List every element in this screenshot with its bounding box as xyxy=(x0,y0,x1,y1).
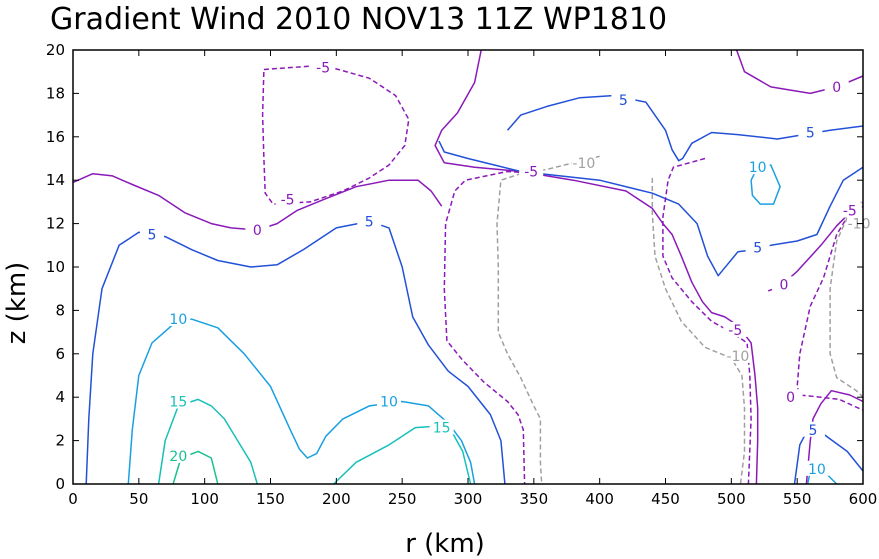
contour-line-neg5-16 xyxy=(443,170,544,485)
contour-label-bg xyxy=(837,202,862,218)
x-tick-label: 450 xyxy=(651,490,680,508)
contour-line-10-10 xyxy=(127,318,476,485)
contour-label: 5 xyxy=(365,214,374,230)
contour-label-bg xyxy=(824,78,849,94)
contour-label: 0 xyxy=(786,390,795,406)
contour-label-bg xyxy=(798,124,823,140)
contour-label-bg xyxy=(772,276,796,292)
contour-line-neg5-0 xyxy=(261,64,410,205)
contour-label: -10 xyxy=(848,217,871,233)
contour-label: 15 xyxy=(433,421,451,437)
contour-label: 5 xyxy=(619,93,628,109)
x-tick-label: 500 xyxy=(717,490,746,508)
y-tick-label: 20 xyxy=(46,41,65,59)
contour-label-bg xyxy=(377,393,401,409)
contour-line-15-13 xyxy=(157,398,259,485)
x-tick-label: 400 xyxy=(585,490,614,508)
contour-label: 10 xyxy=(169,312,187,328)
contour-label-bg xyxy=(357,213,382,229)
contour-label: -5 xyxy=(524,165,538,181)
contour-label: -5 xyxy=(281,193,295,209)
contour-line-neg5-17 xyxy=(662,157,752,485)
x-axis: 0 50 100 150 200 250 300 350 400 450 500 550 600 xyxy=(68,50,877,508)
contour-label: -10 xyxy=(726,349,749,365)
contour-line-5-6 xyxy=(85,220,506,485)
contour-label-bg xyxy=(429,419,454,435)
contour-label: 5 xyxy=(753,240,762,256)
contour-labels: -5-505550510-5-1050-5-1010101515200510-5… xyxy=(140,59,872,478)
contour-label: 15 xyxy=(169,395,187,411)
contour-label-bg xyxy=(311,59,336,75)
contour-line-0-1 xyxy=(72,172,443,231)
y-axis-title: z (km) xyxy=(2,262,32,345)
contour-label: 10 xyxy=(380,395,398,411)
x-tick-label: 300 xyxy=(454,490,483,508)
x-tick-label: 350 xyxy=(520,490,549,508)
x-axis-title: r (km) xyxy=(405,529,485,559)
contour-label-bg xyxy=(245,222,270,238)
contour-label: 5 xyxy=(806,125,815,141)
contour-label-bg xyxy=(275,191,300,207)
x-tick-label: 100 xyxy=(190,490,219,508)
y-tick-label: 4 xyxy=(55,388,65,406)
contour-label: 5 xyxy=(148,227,157,243)
contour-label-bg xyxy=(611,91,636,107)
contour-label: 0 xyxy=(253,223,262,239)
contour-label: 0 xyxy=(832,80,841,96)
contour-label-bg xyxy=(725,347,750,363)
contour-label-bg xyxy=(800,421,825,437)
contour-line-15-14 xyxy=(333,424,472,485)
contour-line-5-8 xyxy=(438,140,864,277)
x-tick-label: 200 xyxy=(322,490,351,508)
y-tick-label: 8 xyxy=(55,301,65,319)
contour-label: -5 xyxy=(316,60,330,76)
contour-line-neg5-18 xyxy=(796,205,864,411)
contour-label: 5 xyxy=(809,423,818,439)
contour-label-bg xyxy=(804,460,829,476)
y-tick-label: 0 xyxy=(55,475,65,493)
contour-label-bg xyxy=(723,321,748,337)
contour-line-0-2 xyxy=(434,49,759,485)
contour-label: 10 xyxy=(808,462,826,478)
y-tick-label: 16 xyxy=(46,128,65,146)
contour-line-0-4 xyxy=(805,389,864,485)
x-tick-label: 0 xyxy=(68,490,78,508)
contour-label: -5 xyxy=(728,323,742,339)
x-tick-label: 150 xyxy=(256,490,285,508)
y-tick-label: 18 xyxy=(46,84,65,102)
contour-line-20-15 xyxy=(172,450,219,485)
contour-label: 20 xyxy=(169,449,187,465)
contour-label: -10 xyxy=(572,156,595,172)
contour-label-bg xyxy=(166,393,191,409)
contour-label-bg xyxy=(745,239,770,255)
contour-line-neg10-19 xyxy=(496,155,600,485)
contour-label-bg xyxy=(166,311,191,327)
chart-title: Gradient Wind 2010 NOV13 11Z WP1810 xyxy=(50,2,667,37)
contour-lines xyxy=(72,49,864,485)
y-tick-label: 6 xyxy=(55,345,65,363)
contour-label: 10 xyxy=(749,160,767,176)
x-tick-label: 250 xyxy=(388,490,417,508)
contour-label-bg xyxy=(140,226,164,242)
contour-label-bg xyxy=(519,163,544,179)
contour-label-bg xyxy=(745,159,770,175)
contour-label-bg xyxy=(778,389,803,405)
x-tick-label: 50 xyxy=(129,490,148,508)
x-tick-label: 550 xyxy=(783,490,812,508)
contour-label: 0 xyxy=(780,277,789,293)
contour-line-5-7 xyxy=(506,94,864,162)
y-tick-label: 10 xyxy=(46,258,65,276)
y-tick-label: 14 xyxy=(46,171,65,189)
y-tick-label: 12 xyxy=(46,215,65,233)
contour-label-bg xyxy=(571,154,596,170)
x-tick-label: 600 xyxy=(849,490,878,508)
y-axis: 0 2 4 6 8 10 12 14 16 18 20 xyxy=(46,41,863,493)
contour-label: -5 xyxy=(843,204,857,220)
contour-label-bg xyxy=(166,447,191,463)
y-tick-label: 2 xyxy=(55,432,65,450)
